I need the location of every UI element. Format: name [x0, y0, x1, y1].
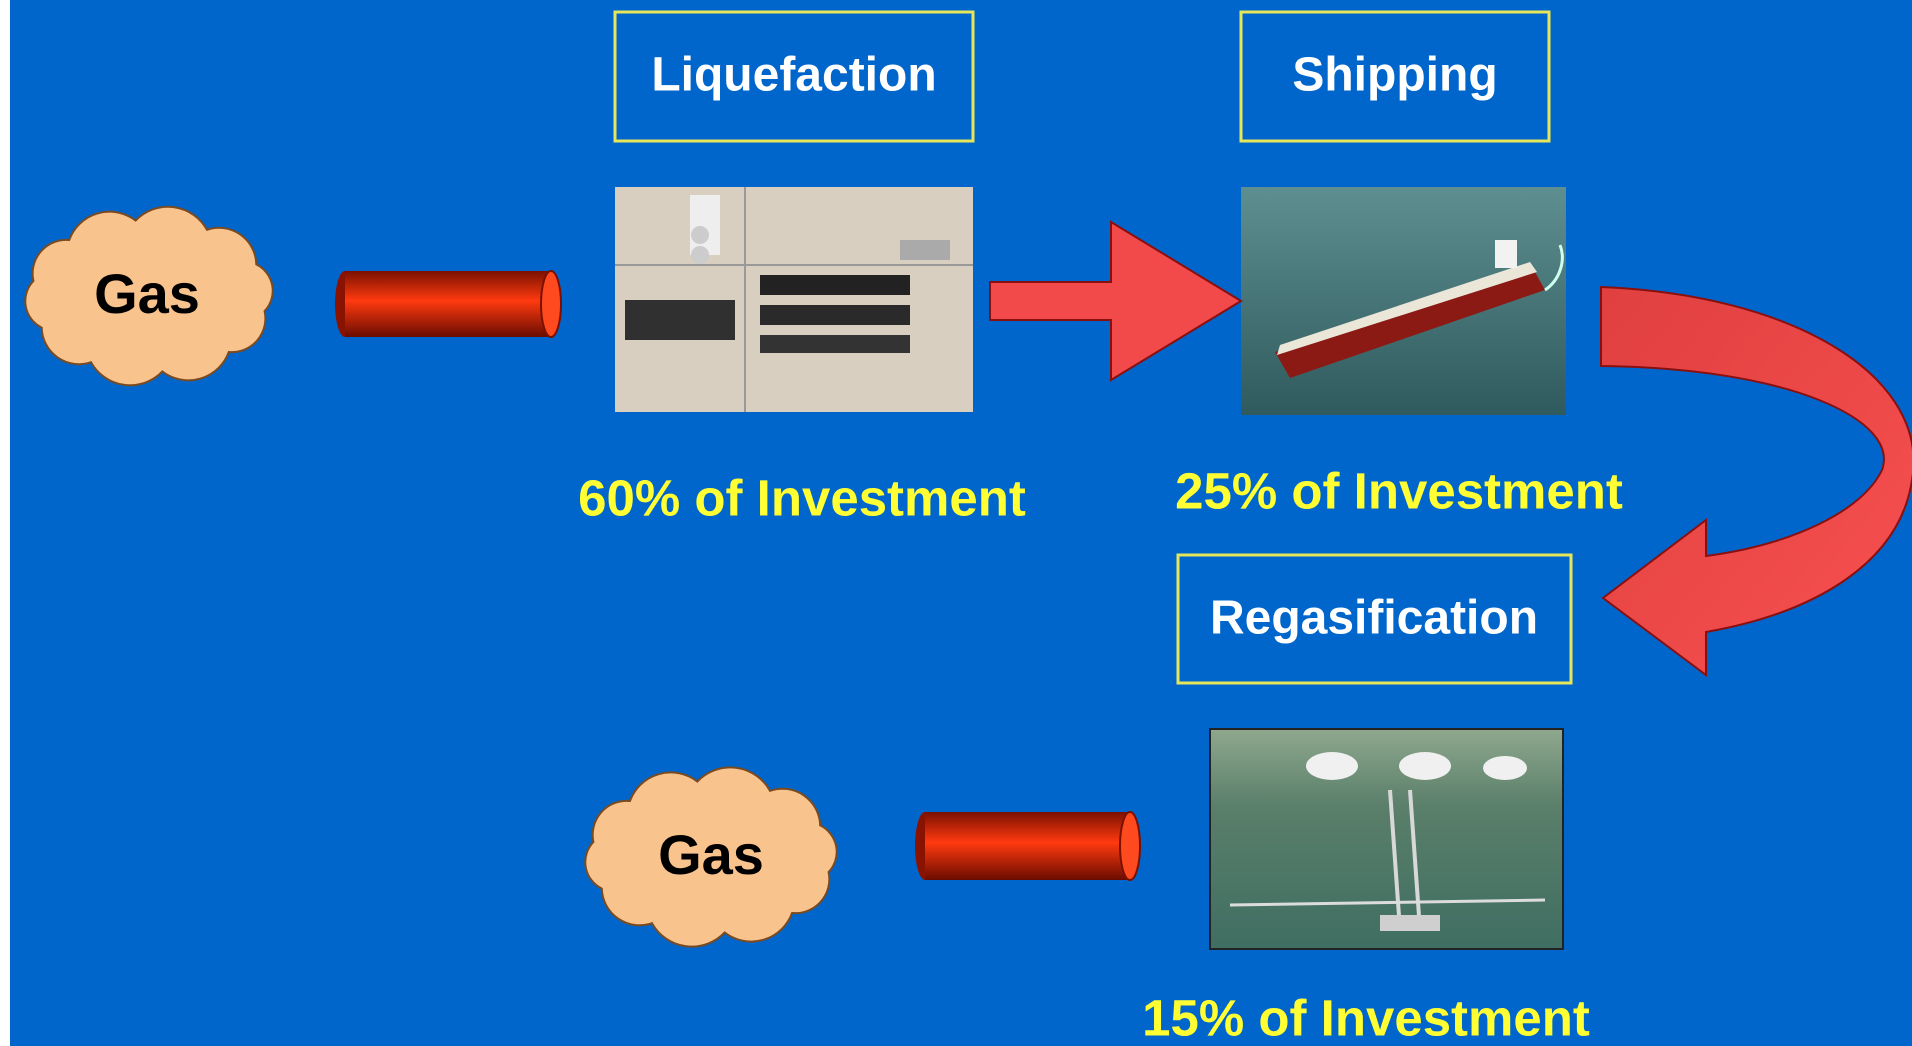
stage-title: Liquefaction — [651, 49, 936, 102]
investment-share: 60% of Investment — [578, 469, 1026, 526]
stage-title: Shipping — [1292, 49, 1497, 102]
shipping-photo — [1241, 187, 1566, 415]
pipeline — [915, 812, 1140, 880]
pipeline — [335, 271, 561, 337]
lng-chain-diagram: Liquefaction Shipping Regasification Gas… — [0, 0, 1912, 1046]
liquefaction-photo — [615, 187, 973, 412]
investment-share: 15% of Investment — [1142, 989, 1590, 1046]
stage-title: Regasification — [1210, 592, 1538, 645]
gas-label: Gas — [94, 262, 200, 325]
investment-share: 25% of Investment — [1175, 462, 1623, 519]
gas-label: Gas — [658, 823, 764, 886]
page: Liquefaction Shipping Regasification Gas… — [0, 0, 1912, 1046]
regasification-photo — [1210, 729, 1563, 949]
